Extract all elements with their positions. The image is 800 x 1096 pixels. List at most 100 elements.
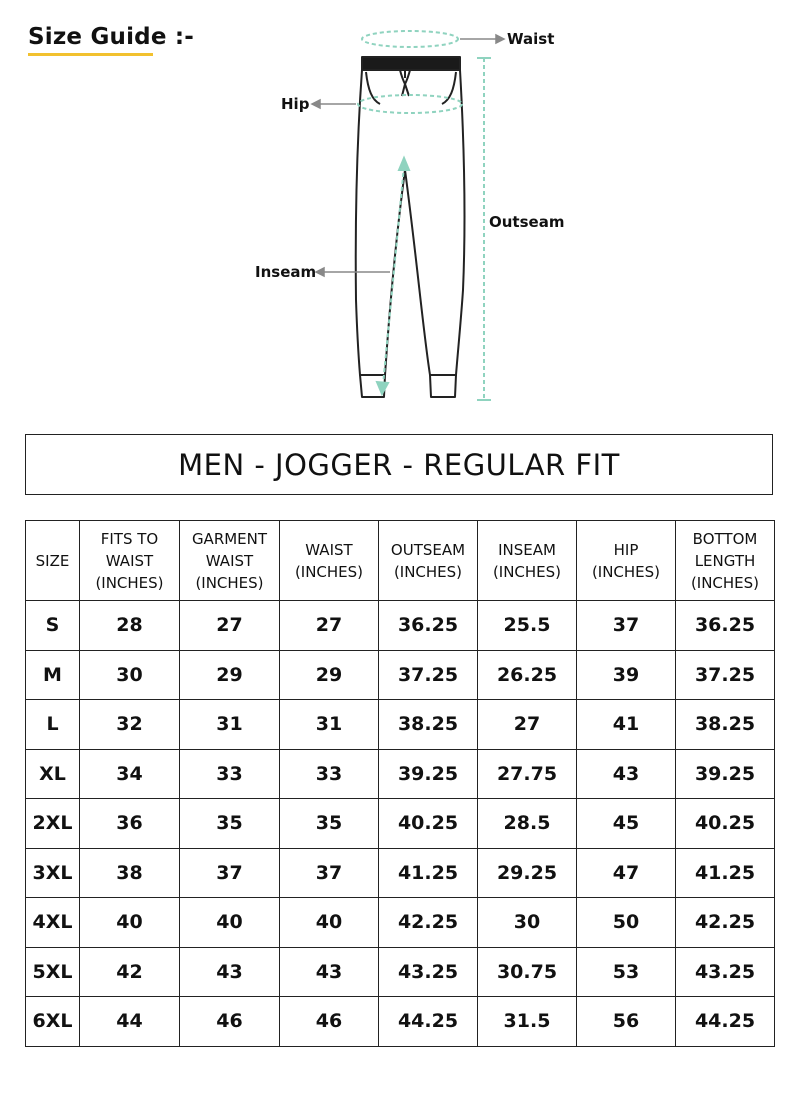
cell-bottom-length: 41.25: [675, 847, 775, 898]
cell-inseam: 31.5: [477, 996, 577, 1047]
hip-ellipse: [357, 94, 463, 114]
waist-ellipse: [361, 30, 459, 48]
cell-size: 5XL: [25, 946, 80, 997]
cell-size: XL: [25, 748, 80, 799]
cell-bottom-length: 39.25: [675, 748, 775, 799]
cell-waist: 29: [279, 649, 379, 700]
cell-size: M: [25, 649, 80, 700]
title-underline: [28, 53, 153, 56]
header-fits-to-waist: FITS TO WAIST (INCHES): [79, 520, 180, 601]
cell-outseam: 36.25: [378, 600, 478, 651]
table-row: 4XL 40 40 40 42.25 30 50 42.25: [25, 897, 775, 948]
table-row: M 30 29 29 37.25 26.25 39 37.25: [25, 649, 775, 700]
inseam-label: Inseam: [255, 263, 317, 281]
cell-garment-waist: 35: [179, 798, 280, 849]
table-title-box: MEN - JOGGER - REGULAR FIT: [25, 434, 773, 495]
header-outseam: OUTSEAM (INCHES): [378, 520, 478, 601]
table-row: S 28 27 27 36.25 25.5 37 36.25: [25, 600, 775, 651]
table-row: 6XL 44 46 46 44.25 31.5 56 44.25: [25, 996, 775, 1047]
cell-inseam: 26.25: [477, 649, 577, 700]
cell-waist: 46: [279, 996, 379, 1047]
cell-fits-to-waist: 32: [79, 699, 180, 750]
cell-waist: 37: [279, 847, 379, 898]
cell-fits-to-waist: 42: [79, 946, 180, 997]
cell-bottom-length: 42.25: [675, 897, 775, 948]
header-hip: HIP (INCHES): [576, 520, 676, 601]
cell-garment-waist: 46: [179, 996, 280, 1047]
cell-garment-waist: 40: [179, 897, 280, 948]
cell-inseam: 27.75: [477, 748, 577, 799]
cell-bottom-length: 37.25: [675, 649, 775, 700]
header-bottom-length: BOTTOM LENGTH (INCHES): [675, 520, 775, 601]
page-title: Size Guide :-: [28, 24, 194, 50]
cell-size: 2XL: [25, 798, 80, 849]
outseam-line: [477, 57, 491, 401]
cell-inseam: 28.5: [477, 798, 577, 849]
table-row: L 32 31 31 38.25 27 41 38.25: [25, 699, 775, 750]
cell-hip: 41: [576, 699, 676, 750]
cell-bottom-length: 36.25: [675, 600, 775, 651]
cell-fits-to-waist: 28: [79, 600, 180, 651]
cell-outseam: 37.25: [378, 649, 478, 700]
cell-fits-to-waist: 38: [79, 847, 180, 898]
cell-size: 6XL: [25, 996, 80, 1047]
cell-garment-waist: 29: [179, 649, 280, 700]
cell-hip: 53: [576, 946, 676, 997]
cell-outseam: 43.25: [378, 946, 478, 997]
cell-outseam: 44.25: [378, 996, 478, 1047]
cell-waist: 43: [279, 946, 379, 997]
cell-bottom-length: 40.25: [675, 798, 775, 849]
cell-inseam: 30: [477, 897, 577, 948]
table-title: MEN - JOGGER - REGULAR FIT: [178, 447, 620, 482]
jogger-illustration: [310, 30, 506, 401]
cell-waist: 31: [279, 699, 379, 750]
cell-size: L: [25, 699, 80, 750]
cell-bottom-length: 38.25: [675, 699, 775, 750]
table-row: 2XL 36 35 35 40.25 28.5 45 40.25: [25, 798, 775, 849]
cell-inseam: 27: [477, 699, 577, 750]
cell-hip: 37: [576, 600, 676, 651]
table-row: 3XL 38 37 37 41.25 29.25 47 41.25: [25, 847, 775, 898]
header-garment-waist: GARMENT WAIST (INCHES): [179, 520, 280, 601]
cell-fits-to-waist: 44: [79, 996, 180, 1047]
hip-label: Hip: [281, 95, 310, 113]
cell-hip: 50: [576, 897, 676, 948]
cell-garment-waist: 31: [179, 699, 280, 750]
header-inseam: INSEAM (INCHES): [477, 520, 577, 601]
label-arrows: [310, 33, 506, 278]
waistband: [363, 58, 459, 69]
cell-hip: 47: [576, 847, 676, 898]
cell-waist: 35: [279, 798, 379, 849]
cell-fits-to-waist: 30: [79, 649, 180, 700]
cell-fits-to-waist: 40: [79, 897, 180, 948]
table-row: XL 34 33 33 39.25 27.75 43 39.25: [25, 748, 775, 799]
cell-inseam: 25.5: [477, 600, 577, 651]
cell-outseam: 41.25: [378, 847, 478, 898]
cell-inseam: 30.75: [477, 946, 577, 997]
header-waist: WAIST (INCHES): [279, 520, 379, 601]
cell-hip: 56: [576, 996, 676, 1047]
cell-garment-waist: 43: [179, 946, 280, 997]
cell-garment-waist: 37: [179, 847, 280, 898]
table-header-row: SIZE FITS TO WAIST (INCHES) GARMENT WAIS…: [25, 520, 775, 601]
header-size: SIZE: [25, 520, 80, 601]
inseam-line: [375, 155, 411, 397]
cell-outseam: 40.25: [378, 798, 478, 849]
cell-inseam: 29.25: [477, 847, 577, 898]
cell-hip: 43: [576, 748, 676, 799]
cell-size: 4XL: [25, 897, 80, 948]
cell-garment-waist: 27: [179, 600, 280, 651]
jogger-diagram: Waist Hip Outseam Inseam: [0, 0, 800, 420]
cell-fits-to-waist: 36: [79, 798, 180, 849]
cell-outseam: 38.25: [378, 699, 478, 750]
pants-outline: [354, 56, 466, 398]
cell-hip: 39: [576, 649, 676, 700]
cell-outseam: 39.25: [378, 748, 478, 799]
cell-size: 3XL: [25, 847, 80, 898]
cell-bottom-length: 44.25: [675, 996, 775, 1047]
cell-waist: 40: [279, 897, 379, 948]
size-table: SIZE FITS TO WAIST (INCHES) GARMENT WAIS…: [25, 520, 775, 1047]
cell-waist: 33: [279, 748, 379, 799]
outseam-label: Outseam: [489, 213, 565, 231]
cell-size: S: [25, 600, 80, 651]
